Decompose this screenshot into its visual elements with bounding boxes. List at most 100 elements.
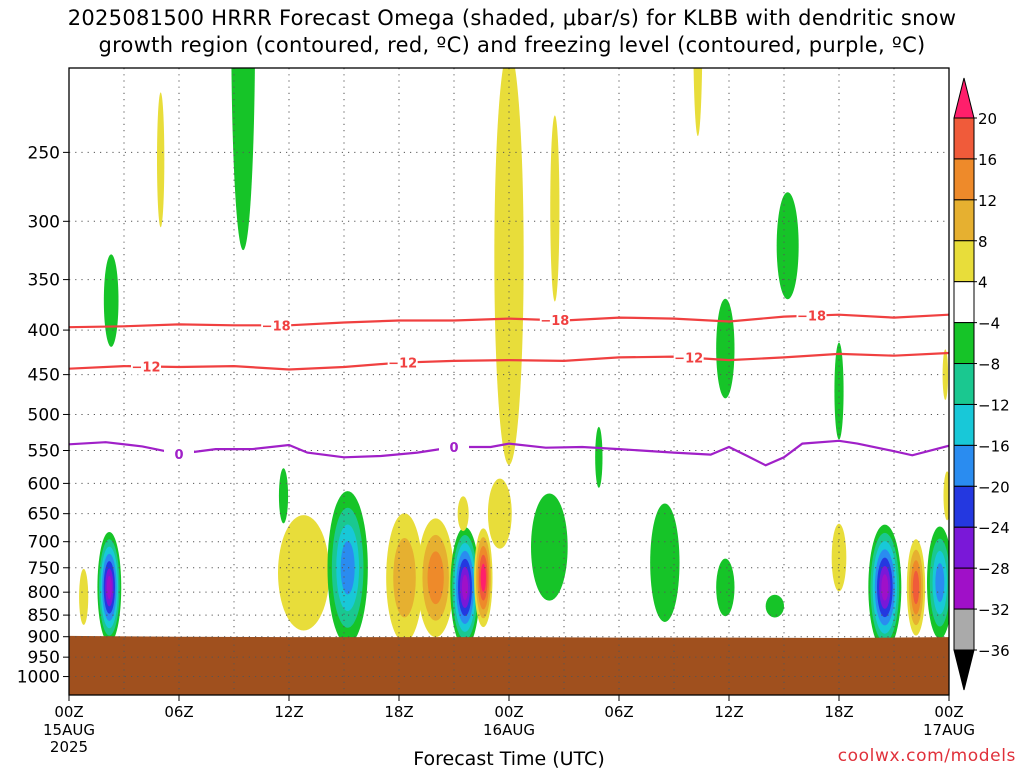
colorbar-segment-1 [953,158,975,201]
y-tick-label-950: 950 [28,648,60,668]
omega-cell-4-level-0 [231,68,255,251]
site-credit: coolwx.com/models [837,746,1016,766]
dgz-minus12-contour-label-1: −12 [388,357,417,372]
omega-cell-25-level-0 [831,523,847,592]
colorbar-label-1: 16 [978,151,997,169]
x-tick-date-0: 15AUG [43,721,95,739]
omega-cell-0-level-6 [106,575,112,600]
dgz-minus18-contour-label-bg-0 [261,317,292,334]
colorbar-label-7: −12 [978,396,1010,414]
colorbar-label-0: 20 [978,110,997,128]
omega-cell-30-level-0 [943,471,949,521]
x-tick-label-1: 06Z [164,703,193,721]
omega-cell-9-level-2 [427,551,444,605]
omega-cell-22-level-0 [765,594,784,618]
colorbar-top-arrow [953,77,975,119]
chart-title-line-2: growth region (contoured, red, ºC) and f… [98,33,926,57]
y-tick-label-700: 700 [28,533,60,553]
omega-cell-28-level-3 [935,563,945,603]
colorbar-segment-3 [953,240,975,283]
colorbar-label-3: 8 [978,233,988,251]
colorbar-label-13: −36 [978,642,1010,660]
omega-cell-16-level-0 [531,493,568,601]
colorbar-label-5: −4 [978,315,1000,333]
y-tick-label-500: 500 [28,405,60,425]
omega-cell-20-level-0 [716,298,735,399]
freezing-level-contour-line [69,439,949,467]
colorbar-label-10: −24 [978,519,1010,537]
colorbar-label-12: −32 [978,601,1010,619]
x-tick-label-3: 18Z [384,703,413,721]
omega-cell-19-level-0 [693,68,703,136]
dgz-minus18-contour-label-1: −18 [540,314,569,329]
dgz-minus12-contour-label-bg-0 [131,358,161,375]
terrain-surface-layer [69,635,949,695]
y-tick-label-600: 600 [28,474,60,494]
omega-cell-17-level-0 [595,426,603,488]
x-tick-label-5: 06Z [604,703,633,721]
y-tick-label-300: 300 [28,212,60,232]
dgz-minus18-contour-label-bg-2 [796,307,827,324]
colorbar-label-2: 12 [978,192,997,210]
y-tick-label-750: 750 [28,559,60,579]
x-tick-label-4: 00Z [494,703,523,721]
omega-cell-27-level-3 [912,570,920,605]
y-tick-label-800: 800 [28,583,60,603]
y-tick-label-550: 550 [28,442,60,462]
y-tick-label-850: 850 [28,606,60,626]
freezing-level-contour-label-0: 0 [174,448,183,463]
y-tick-label-900: 900 [28,628,60,648]
freezing-level-contour-label-bg-0 [164,445,194,462]
y-tick-label-250: 250 [28,143,60,163]
colorbar-segment-12 [953,608,975,651]
colorbar-label-9: −20 [978,478,1010,496]
omega-cell-1-level-0 [79,568,89,625]
omega-cell-26-level-6 [881,574,889,601]
y-tick-label-650: 650 [28,505,60,525]
omega-cell-21-level-0 [716,558,735,617]
colorbar-segment-4 [953,281,975,324]
colorbar-label-8: −16 [978,437,1010,455]
colorbar-segment-6 [953,363,975,405]
colorbar-label-6: −8 [978,356,1000,374]
omega-cell-10-level-6 [461,574,469,601]
contour-layer: −18 −18 −18 −12 −12 −12 0 0 [69,307,949,467]
dgz-minus12-contour-label-0: −12 [132,360,161,375]
dgz-minus18-contour-label-2: −18 [797,310,826,325]
x-tick-year-0: 2025 [50,738,88,756]
colorbar-bottom-arrow [953,649,975,691]
colorbar-segment-5 [953,322,975,365]
omega-cell-11-level-4 [480,563,486,592]
x-tick-label-7: 18Z [824,703,853,721]
x-tick-label-2: 12Z [274,703,303,721]
colorbar-segment-0 [953,117,975,160]
colorbar-segment-11 [953,567,975,610]
y-tick-label-350: 350 [28,271,60,291]
colorbar-segment-7 [953,403,975,446]
x-axis-label: Forecast Time (UTC) [413,748,604,768]
dgz-minus12-contour-label-bg-1 [387,354,418,371]
colorbar-segment-8 [953,444,975,487]
omega-cell-2-level-0 [103,254,119,347]
freezing-level-contour-label-1: 0 [449,441,458,456]
omega-cell-8-level-1 [393,538,416,618]
x-tick-date-8: 17AUG [923,721,975,739]
omega-cell-7-level-3 [340,541,355,595]
terrain-surface [69,635,949,695]
colorbar-segment-9 [953,485,975,528]
colorbar-segment-10 [953,526,975,569]
y-tick-label-400: 400 [28,321,60,341]
omega-cell-18-level-0 [650,503,680,622]
colorbar-label-4: 4 [978,274,988,292]
x-tick-label-8: 00Z [934,703,963,721]
colorbar-label-11: −28 [978,560,1010,578]
omega-shading-layer [79,68,949,651]
omega-cell-29-level-0 [942,349,949,400]
dgz-minus18-contour-label-0: −18 [262,319,291,334]
chart-title-line-1: 2025081500 HRRR Forecast Omega (shaded, … [67,6,957,30]
axis-layer: 2503003504004505005506006507007508008509… [17,67,975,768]
x-tick-date-4: 16AUG [483,721,535,739]
x-tick-label-0: 00Z [54,703,83,721]
dgz-minus12-contour-label-2: −12 [674,351,703,366]
